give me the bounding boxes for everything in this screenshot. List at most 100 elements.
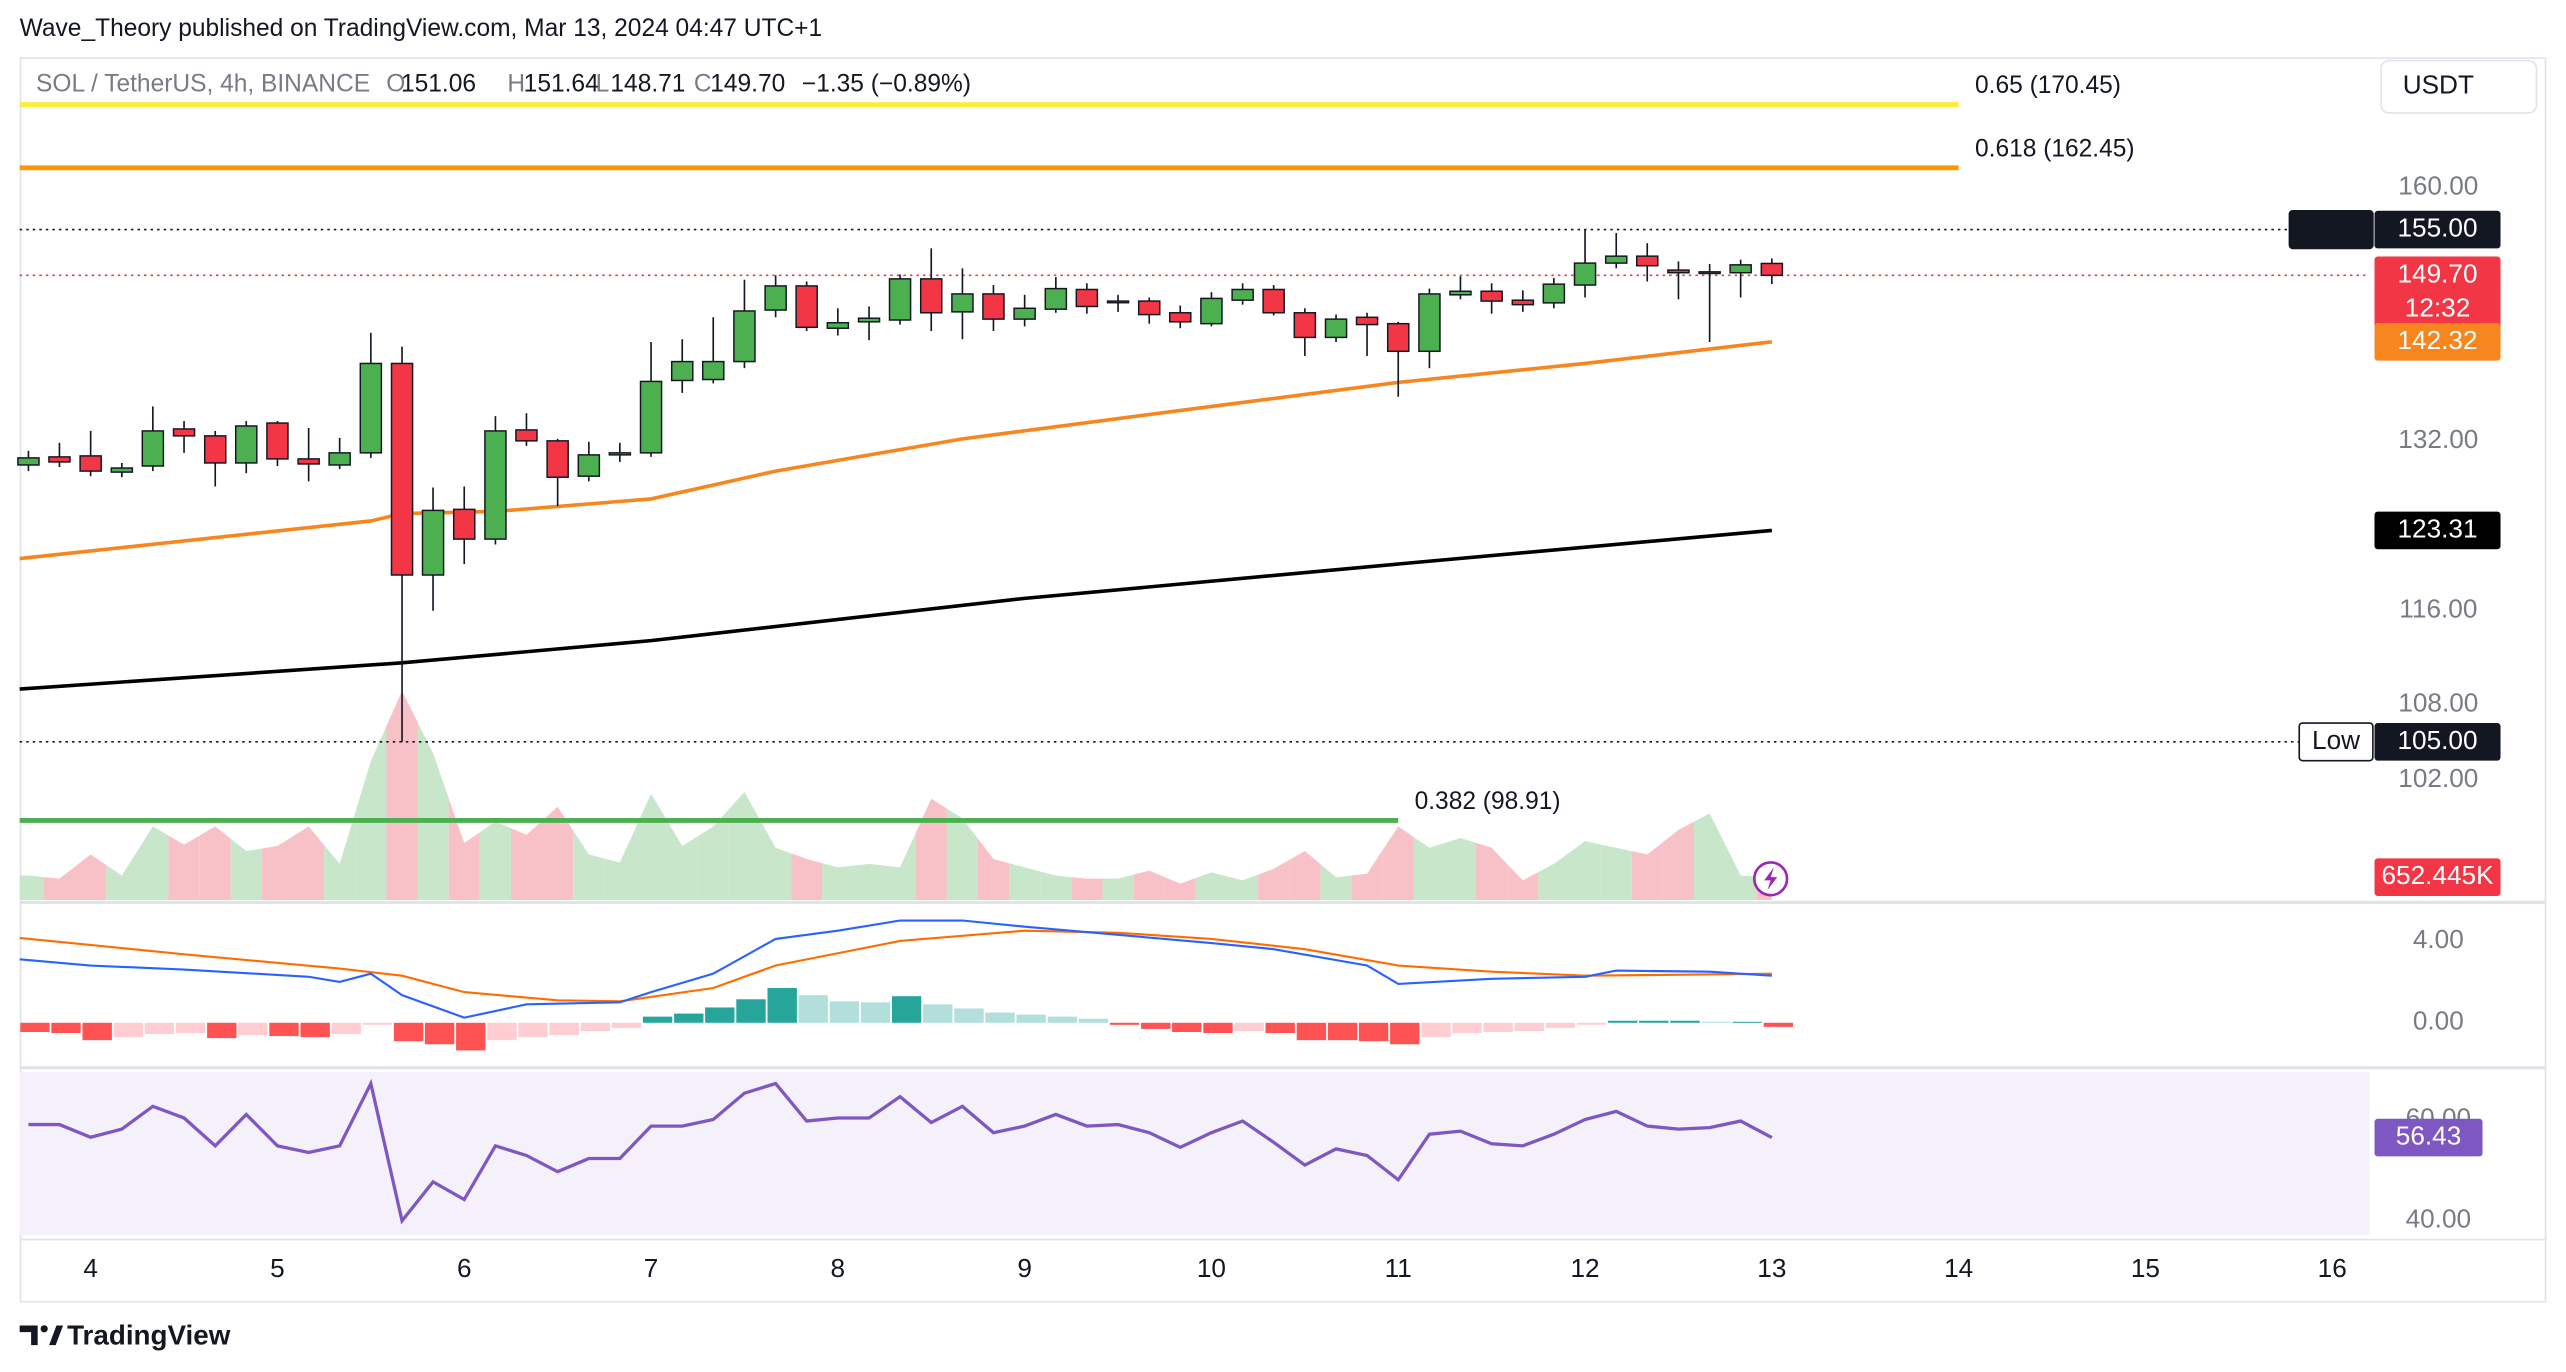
candle-body — [1449, 290, 1472, 296]
macd-histogram — [1763, 1022, 1794, 1027]
legend-value: 151.64 — [524, 71, 599, 98]
macd-histogram — [1078, 1018, 1109, 1023]
volume-area — [1538, 852, 1570, 901]
candle-body — [1635, 255, 1659, 267]
volume-area — [1476, 842, 1508, 901]
volume-area — [1413, 837, 1445, 901]
volume-area — [604, 828, 636, 901]
macd-histogram — [580, 1022, 611, 1031]
x-tick-label: 10 — [1197, 1253, 1226, 1283]
candle-body — [1262, 288, 1285, 314]
volume-area — [1164, 877, 1196, 901]
publisher: Wave_Theory published on TradingView.com… — [20, 15, 823, 42]
currency[interactable]: USDT — [2403, 70, 2474, 100]
volume-area — [946, 808, 978, 901]
macd-histogram — [1421, 1022, 1451, 1038]
candle-body — [1231, 288, 1254, 301]
candle-body — [608, 452, 632, 456]
macd-histogram — [1141, 1022, 1171, 1029]
candle-body — [701, 360, 725, 381]
x-tick-label: 16 — [2318, 1253, 2347, 1283]
candle-body — [484, 430, 507, 540]
candle-body — [1573, 262, 1597, 286]
fib-label: 0.382 (98.91) — [1415, 788, 1561, 815]
candle-layer — [17, 229, 1784, 742]
price-label: 149.70 — [2397, 258, 2477, 288]
volume-area — [1071, 877, 1103, 901]
extreme-tag: Low — [2312, 725, 2360, 755]
volume-area — [1102, 874, 1134, 901]
volume-area — [324, 812, 356, 901]
volume-area — [199, 826, 231, 901]
x-tick-label: 14 — [1944, 1253, 1973, 1283]
candle-body — [1137, 300, 1161, 316]
macd-histogram — [1514, 1022, 1545, 1031]
candle-body — [203, 435, 227, 464]
alert-bolt[interactable] — [1764, 867, 1778, 891]
volume-area — [1725, 844, 1757, 901]
macd-histogram — [175, 1022, 206, 1034]
macd-histogram — [1265, 1022, 1295, 1034]
x-tick-label: 9 — [1017, 1253, 1032, 1283]
candle-body — [1760, 262, 1784, 277]
macd-histogram — [424, 1022, 455, 1045]
extreme-label-box — [2374, 210, 2501, 249]
volume-area — [1133, 870, 1165, 901]
y-tick-label: 108.00 — [2398, 688, 2478, 718]
legend-key: O — [386, 71, 405, 98]
macd-histogram — [393, 1022, 424, 1042]
symbol: SOL / TetherUS, 4h, BINANCE — [36, 71, 370, 98]
macd-histogram — [1234, 1022, 1264, 1031]
brand: TradingView — [67, 1319, 231, 1350]
volume-area — [1009, 863, 1041, 901]
candle-body — [234, 425, 258, 464]
macd-histogram — [549, 1022, 579, 1036]
volume-area — [1351, 850, 1383, 901]
macd-histogram — [767, 988, 797, 1023]
candle-body — [546, 440, 569, 478]
candle-body — [515, 429, 538, 442]
candle-body — [1386, 322, 1410, 353]
rsi-label-box — [2374, 1118, 2483, 1157]
macd-histogram — [1483, 1022, 1513, 1032]
macd-histogram — [1172, 1022, 1202, 1032]
macd-histogram — [1545, 1022, 1576, 1028]
rsi-tick-label: 40.00 — [2406, 1204, 2472, 1234]
macd-histogram — [269, 1022, 299, 1037]
volume-area — [168, 835, 200, 901]
currency-button[interactable] — [2380, 59, 2538, 114]
macd-histogram — [1390, 1022, 1420, 1045]
macd-histogram — [1203, 1022, 1233, 1034]
volume-area — [1444, 837, 1477, 901]
chart-frame — [19, 57, 2547, 1303]
candle-body — [1542, 283, 1566, 304]
volume-area — [1040, 871, 1072, 901]
candle-body — [1511, 299, 1535, 306]
macd-histogram — [144, 1022, 175, 1035]
extreme-tag-box — [2288, 209, 2374, 250]
macd-histogram — [1608, 1020, 1638, 1023]
volume-area — [1507, 864, 1539, 901]
volume-area — [75, 854, 107, 901]
candle-body — [1480, 290, 1503, 302]
volume-area — [137, 826, 169, 901]
candle-body — [1200, 297, 1223, 325]
candle-body — [1418, 293, 1441, 353]
x-tick-label: 12 — [1570, 1253, 1599, 1283]
x-tick-label: 4 — [83, 1253, 98, 1283]
volume-area — [1227, 874, 1259, 901]
candle-body — [826, 322, 850, 329]
macd-histogram — [1732, 1021, 1762, 1023]
y-tick-label: 116.00 — [2399, 594, 2477, 624]
macd-histogram — [1639, 1020, 1669, 1023]
candle-body — [764, 285, 787, 311]
x-tick-label: 8 — [831, 1253, 846, 1283]
price-label-box — [2374, 256, 2501, 329]
macd-histogram — [518, 1022, 548, 1038]
macd-histogram — [1452, 1022, 1482, 1034]
alert-icon[interactable] — [1752, 861, 1789, 897]
macd-histogram — [1109, 1022, 1140, 1025]
volume-area — [1195, 872, 1228, 901]
volume-area — [1662, 821, 1695, 901]
candle-body — [1324, 318, 1348, 339]
